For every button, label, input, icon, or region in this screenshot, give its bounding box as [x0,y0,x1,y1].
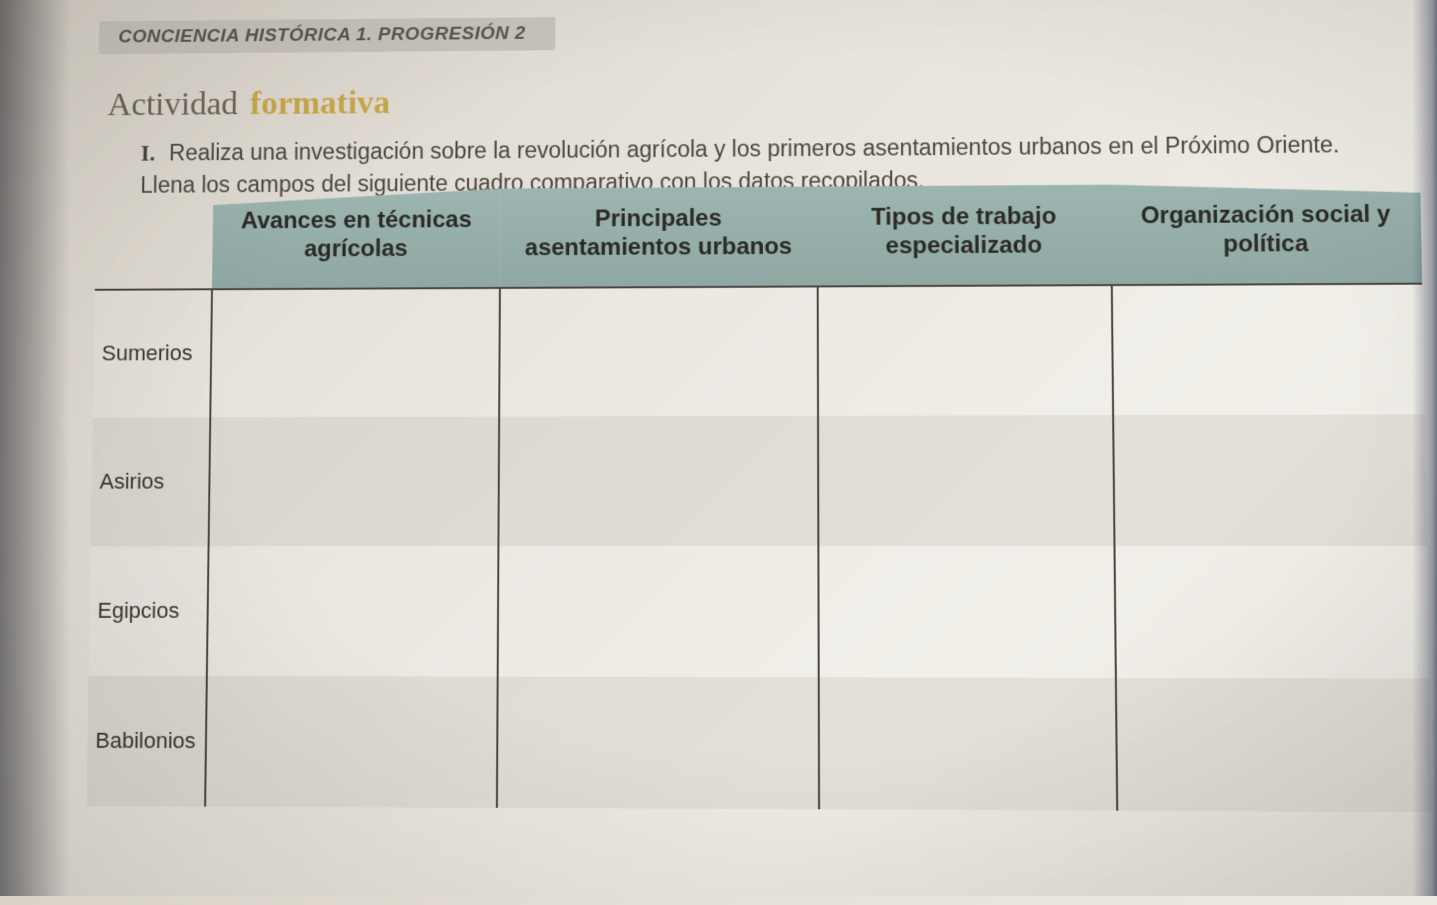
table-row: Egipcios [89,546,1430,679]
comparison-table-container: Avances en técnicas agrícolas Principale… [85,183,1433,885]
row-label: Sumerios [93,289,212,417]
instruction-number: I. [141,141,156,165]
cell-empty [817,285,1112,416]
cell-empty [205,676,498,808]
cell-empty [1111,283,1424,414]
table-header-col4: Organización social y política [1110,183,1422,285]
cell-empty [498,415,818,545]
page-shadow-right [1412,0,1437,896]
row-label: Babilonios [86,675,206,806]
table-row: Babilonios [86,675,1431,811]
cell-empty [498,546,819,677]
cell-empty [1114,546,1429,679]
table-row: Asirios [91,414,1427,546]
chapter-breadcrumb: CONCIENCIA HISTÓRICA 1. PROGRESIÓN 2 [99,17,555,54]
cell-empty [210,288,500,417]
table-row: Sumerios [93,283,1425,417]
cell-empty [818,415,1114,546]
cell-empty [1113,414,1427,546]
table-header-empty [95,190,213,289]
textbook-page: CONCIENCIA HISTÓRICA 1. PROGRESIÓN 2 Act… [1,0,1437,905]
page-shadow-left [0,0,70,896]
cell-empty [818,546,1116,678]
cell-empty [207,546,499,676]
comparison-table: Avances en técnicas agrícolas Principale… [86,183,1431,812]
table-header-col1: Avances en técnicas agrícolas [212,189,501,289]
cell-empty [818,677,1117,810]
cell-empty [208,416,499,546]
activity-word-2: formativa [250,85,391,122]
table-header-row: Avances en técnicas agrícolas Principale… [95,183,1422,290]
table-header-col2: Principales asentamientos urbanos [500,187,817,288]
breadcrumb-text: CONCIENCIA HISTÓRICA 1. PROGRESIÓN 2 [118,23,525,47]
activity-heading: Actividad formativa [107,85,390,124]
cell-empty [499,286,818,416]
row-label: Asirios [91,417,210,546]
cell-empty [497,676,819,809]
table-header-col3: Tipos de trabajo especializado [817,185,1111,286]
cell-empty [1115,678,1431,812]
activity-word-1: Actividad [107,86,238,123]
row-label: Egipcios [89,546,209,676]
